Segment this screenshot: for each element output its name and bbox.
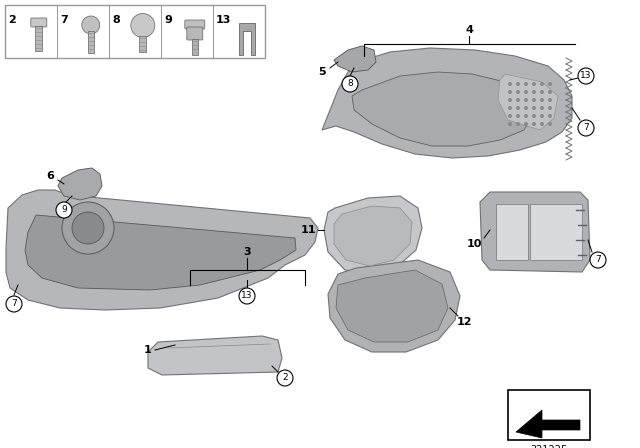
Circle shape — [524, 82, 528, 86]
Circle shape — [532, 90, 536, 94]
Circle shape — [532, 122, 536, 126]
Circle shape — [277, 370, 293, 386]
Circle shape — [590, 252, 606, 268]
FancyBboxPatch shape — [530, 204, 582, 260]
Text: 11: 11 — [300, 225, 316, 235]
Text: 7: 7 — [60, 15, 68, 25]
Text: 7: 7 — [595, 255, 601, 264]
Circle shape — [524, 122, 528, 126]
Circle shape — [532, 82, 536, 86]
Polygon shape — [352, 72, 534, 146]
FancyBboxPatch shape — [140, 36, 147, 52]
FancyBboxPatch shape — [31, 18, 47, 27]
Polygon shape — [148, 336, 282, 375]
Polygon shape — [498, 74, 558, 130]
Text: 9: 9 — [61, 206, 67, 215]
Text: 13: 13 — [241, 292, 253, 301]
Polygon shape — [336, 270, 448, 342]
Circle shape — [508, 90, 512, 94]
Polygon shape — [58, 168, 102, 200]
Circle shape — [578, 68, 594, 84]
Circle shape — [62, 202, 114, 254]
Circle shape — [540, 82, 544, 86]
Text: 13: 13 — [580, 72, 592, 81]
FancyBboxPatch shape — [187, 27, 203, 40]
Text: 9: 9 — [164, 15, 172, 25]
Circle shape — [6, 296, 22, 312]
Circle shape — [540, 114, 544, 118]
Circle shape — [516, 122, 520, 126]
Text: 321225: 321225 — [531, 445, 568, 448]
Circle shape — [548, 114, 552, 118]
Circle shape — [82, 16, 100, 34]
Circle shape — [548, 122, 552, 126]
Circle shape — [532, 114, 536, 118]
Text: 1: 1 — [144, 345, 152, 355]
Circle shape — [72, 212, 104, 244]
Circle shape — [540, 106, 544, 110]
Circle shape — [131, 13, 155, 38]
Polygon shape — [25, 215, 296, 290]
Polygon shape — [328, 260, 460, 352]
Polygon shape — [334, 206, 412, 266]
Circle shape — [548, 98, 552, 102]
Circle shape — [516, 106, 520, 110]
Circle shape — [548, 106, 552, 110]
Text: 4: 4 — [465, 25, 473, 35]
Polygon shape — [322, 48, 572, 158]
Circle shape — [548, 90, 552, 94]
FancyBboxPatch shape — [88, 31, 94, 53]
Circle shape — [578, 120, 594, 136]
Polygon shape — [516, 410, 580, 438]
Text: 13: 13 — [216, 15, 232, 25]
Polygon shape — [480, 192, 590, 272]
Circle shape — [508, 122, 512, 126]
Text: 8: 8 — [112, 15, 120, 25]
Text: 7: 7 — [583, 124, 589, 133]
Text: 6: 6 — [46, 171, 54, 181]
Circle shape — [532, 106, 536, 110]
Text: 10: 10 — [467, 239, 482, 249]
Text: 8: 8 — [347, 79, 353, 89]
Circle shape — [516, 98, 520, 102]
Text: 2: 2 — [282, 374, 288, 383]
Text: 3: 3 — [243, 247, 251, 257]
Polygon shape — [239, 23, 255, 55]
FancyBboxPatch shape — [185, 20, 205, 29]
Polygon shape — [324, 196, 422, 274]
FancyBboxPatch shape — [35, 26, 42, 51]
FancyBboxPatch shape — [5, 5, 265, 58]
Circle shape — [524, 90, 528, 94]
Text: 5: 5 — [318, 67, 326, 77]
Circle shape — [524, 98, 528, 102]
Circle shape — [516, 90, 520, 94]
Circle shape — [548, 82, 552, 86]
Circle shape — [532, 98, 536, 102]
Circle shape — [516, 114, 520, 118]
FancyBboxPatch shape — [508, 390, 590, 440]
Circle shape — [239, 288, 255, 304]
Circle shape — [508, 106, 512, 110]
FancyBboxPatch shape — [192, 39, 198, 55]
Text: 2: 2 — [8, 15, 16, 25]
Circle shape — [524, 114, 528, 118]
FancyBboxPatch shape — [496, 204, 528, 260]
Circle shape — [540, 90, 544, 94]
Circle shape — [342, 76, 358, 92]
Circle shape — [56, 202, 72, 218]
Text: 12: 12 — [456, 317, 472, 327]
Circle shape — [508, 114, 512, 118]
Circle shape — [508, 82, 512, 86]
Circle shape — [524, 106, 528, 110]
Circle shape — [508, 98, 512, 102]
Circle shape — [540, 122, 544, 126]
Circle shape — [516, 82, 520, 86]
Polygon shape — [334, 46, 376, 72]
Circle shape — [540, 98, 544, 102]
Text: 7: 7 — [11, 300, 17, 309]
Polygon shape — [6, 190, 318, 310]
